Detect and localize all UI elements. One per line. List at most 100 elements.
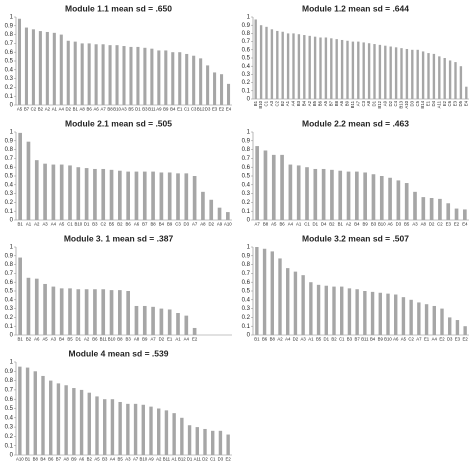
x-tick-label: A1 xyxy=(172,457,178,462)
x-tick-label: B2 xyxy=(329,222,335,227)
bar xyxy=(184,173,189,220)
x-tick-label: D5 xyxy=(458,100,463,106)
bar xyxy=(308,35,311,99)
bar xyxy=(68,165,72,220)
bar xyxy=(134,171,139,220)
x-tick-label: C2 xyxy=(274,100,279,106)
x-tick-label: D3 xyxy=(218,457,224,462)
y-tick-label: 1 xyxy=(10,245,14,251)
bar xyxy=(288,164,293,220)
bar xyxy=(18,366,22,455)
bar xyxy=(150,48,154,105)
x-tick-label: B1 xyxy=(18,222,24,227)
bar xyxy=(293,271,298,335)
bar xyxy=(448,317,452,335)
x-tick-label: B7 xyxy=(328,100,333,106)
x-tick-label: B9 xyxy=(378,337,384,342)
x-tick-label: A2 xyxy=(277,337,283,342)
x-tick-label: A7 xyxy=(150,337,156,342)
bar xyxy=(76,289,81,335)
x-tick-label: C2 xyxy=(100,222,106,227)
x-tick-label: A4 xyxy=(51,222,57,227)
bar xyxy=(34,160,39,220)
y-tick-label: 0.3 xyxy=(5,306,14,312)
x-tick-label: B10 xyxy=(378,222,386,227)
x-tick-label: D2 xyxy=(159,337,165,342)
x-tick-label: C1 xyxy=(67,222,73,227)
bar xyxy=(384,45,387,99)
bar xyxy=(180,417,184,455)
bar xyxy=(389,46,392,99)
bar xyxy=(324,285,328,335)
x-tick-label: A2 xyxy=(34,222,40,227)
x-tick-label: B4 xyxy=(301,100,306,106)
y-tick-label: 0.7 xyxy=(242,156,251,162)
x-tick-label: A10 xyxy=(16,457,24,462)
bar xyxy=(31,29,35,105)
x-tick-label: A6 xyxy=(387,222,393,227)
x-tick-label: D2 xyxy=(202,457,208,462)
y-tick-label: 0.5 xyxy=(5,289,14,295)
x-tick-label: E1 xyxy=(426,100,431,106)
bar xyxy=(330,38,333,99)
x-tick-label: B11 xyxy=(361,337,369,342)
bar xyxy=(211,430,215,455)
bar xyxy=(17,18,22,105)
x-tick-label: A8 xyxy=(134,337,140,342)
bar xyxy=(176,313,180,335)
bar xyxy=(276,30,279,99)
bar xyxy=(129,46,133,105)
x-tick-label: A1 xyxy=(52,107,58,112)
x-tick-label: D1 xyxy=(84,222,90,227)
x-tick-label: B3 xyxy=(142,107,148,112)
bar xyxy=(171,52,175,105)
x-tick-label: A9 xyxy=(217,222,223,227)
y-tick-label: 0.1 xyxy=(242,324,251,330)
y-tick-label: 0.1 xyxy=(5,324,14,330)
y-tick-label: 0.8 xyxy=(5,147,14,153)
x-tick-label: B9 xyxy=(167,222,173,227)
x-tick-label: B7 xyxy=(355,337,361,342)
bar xyxy=(136,46,140,105)
y-tick-label: 0.1 xyxy=(242,88,251,94)
y-tick-label: 0.2 xyxy=(242,200,251,206)
x-tick-label: A3 xyxy=(269,100,274,106)
y-tick-label: 0.8 xyxy=(242,31,251,37)
bar xyxy=(255,146,259,220)
x-tick-label: D2 xyxy=(293,337,299,342)
bar xyxy=(184,315,189,335)
bar xyxy=(118,401,122,455)
bar-chart: Module 1.1 mean sd = .650 0 0.1 0.2 0.3 0.4 0.… xyxy=(5,3,232,112)
x-tick-label: A6 xyxy=(134,222,140,227)
x-tick-label: B5 xyxy=(316,337,322,342)
bar xyxy=(164,50,168,105)
x-tick-label: D1 xyxy=(313,222,319,227)
bar xyxy=(378,292,382,335)
x-tick-label: B3 xyxy=(371,222,377,227)
bar xyxy=(157,50,161,105)
x-tick-label: B5 xyxy=(312,100,317,106)
x-tick-label: E1 xyxy=(177,107,183,112)
bar xyxy=(93,168,97,220)
x-tick-label: E3 xyxy=(212,107,218,112)
bar xyxy=(68,288,72,335)
x-tick-label: B4 xyxy=(59,337,65,342)
y-tick-label: 0.9 xyxy=(242,23,251,29)
x-tick-label: B10 xyxy=(139,457,147,462)
x-tick-label: D1 xyxy=(372,100,377,106)
x-tick-label: C4 xyxy=(393,100,398,106)
x-tick-label: E2 xyxy=(192,337,198,342)
x-tick-label: B2 xyxy=(26,337,32,342)
bar-chart: Module 3. 1 mean sd = .387 0 0.1 0.2 0.3 0.4 0… xyxy=(5,233,232,342)
bar xyxy=(394,47,398,99)
x-tick-label: A5 xyxy=(271,222,277,227)
bar xyxy=(142,171,147,220)
y-tick-label: 1 xyxy=(247,130,251,136)
chart-title: Module 2.2 mean sd = .463 xyxy=(302,118,409,128)
bar xyxy=(438,198,442,220)
x-tick-label: B6 xyxy=(92,337,98,342)
bar xyxy=(440,308,444,335)
x-tick-label: B14 xyxy=(420,100,425,108)
y-tick-label: 0.7 xyxy=(5,387,14,393)
bar xyxy=(141,404,145,455)
